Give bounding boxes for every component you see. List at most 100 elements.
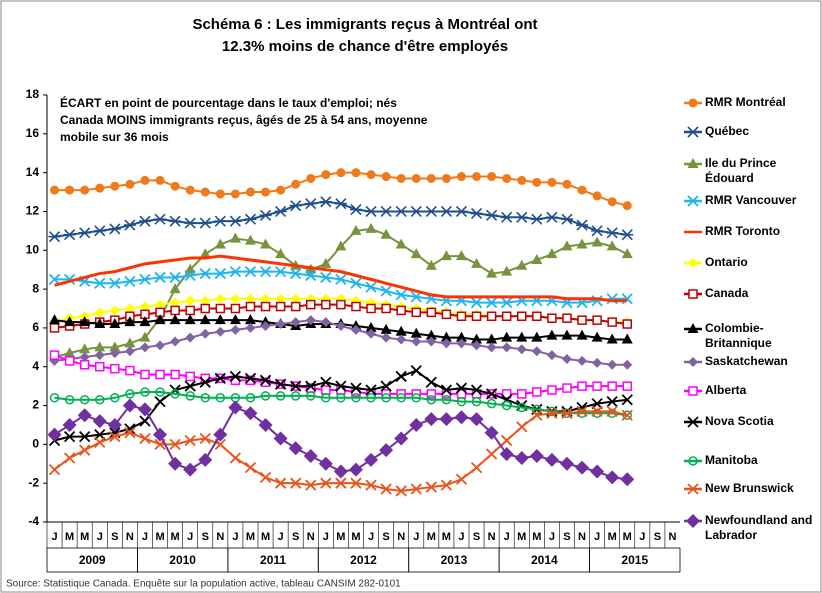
point [154,396,166,408]
point [622,201,632,211]
point [516,331,528,342]
point [410,327,422,338]
point [471,396,482,407]
point [335,477,347,489]
point [107,417,122,432]
point [501,434,513,447]
point [94,436,106,449]
point [290,293,301,304]
point [139,342,150,353]
y-tick-label: 14 [26,165,40,179]
point [48,231,61,243]
point [592,357,603,368]
point [183,462,198,477]
point [456,396,467,407]
point [79,360,90,370]
point [78,227,91,239]
point [306,173,316,183]
year-label: 2013 [441,553,468,567]
point [577,408,587,419]
point [199,217,212,229]
legend-marker [687,483,699,495]
point [109,348,120,359]
legend-label: RMR Montréal [705,95,786,109]
point [456,311,467,322]
year-cell [589,547,681,573]
point [455,205,468,218]
point [441,394,452,405]
point [607,381,617,391]
point [155,175,165,185]
point [395,205,408,218]
point [380,380,392,392]
point [531,253,543,264]
point [366,393,376,403]
point [410,291,422,303]
point [318,456,333,471]
point [621,333,633,344]
point [501,311,512,322]
point [274,205,287,218]
point [531,409,543,421]
legend-label: Alberta [705,383,747,397]
x-tick-label: M [351,531,360,543]
point [153,427,168,442]
point [591,405,603,418]
legend-marker [688,456,698,466]
point [606,405,618,418]
point [501,297,513,309]
legend-marker [688,98,698,108]
point [63,452,76,464]
point [501,342,512,353]
point [380,323,392,334]
point [606,396,618,408]
y-tick-label: 6 [32,320,39,334]
point [94,318,106,329]
year-label: 2010 [169,553,196,567]
x-tick-label: J [594,531,600,543]
point [124,337,136,348]
point [351,393,361,403]
series-line [54,254,628,303]
x-tick-label: S [292,531,299,543]
point [185,185,195,195]
point [124,303,135,314]
point [485,388,498,400]
point [169,215,182,227]
point [621,248,633,259]
point [516,344,527,355]
point [336,393,346,403]
x-tick-label: J [142,531,148,543]
point [591,236,603,247]
point [122,398,137,413]
point [274,477,287,489]
point [486,398,497,409]
point [336,299,346,310]
point [532,311,542,322]
point [199,376,211,388]
point [260,320,271,331]
point [454,410,469,425]
point [275,391,286,401]
point [396,393,406,403]
point [137,402,152,417]
point [547,385,557,395]
point [350,224,362,235]
point [306,299,316,310]
point [305,380,317,392]
point [95,183,105,193]
point [335,380,347,392]
point [499,447,514,462]
x-tick-label: M [65,531,74,543]
point [109,318,121,329]
point [562,383,572,393]
point [230,303,241,314]
x-tick-label: S [563,531,570,543]
point [365,281,377,293]
point [514,450,529,465]
point [48,273,61,286]
point [260,293,271,304]
point [472,172,482,182]
point [320,376,332,388]
point [576,329,588,340]
